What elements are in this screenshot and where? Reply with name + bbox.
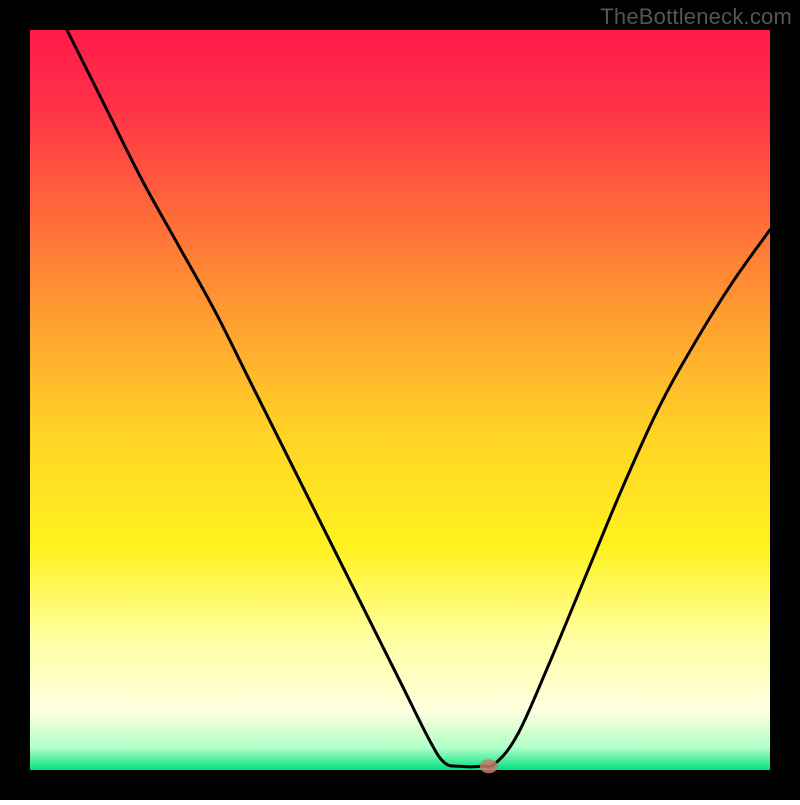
plot-background [30, 30, 770, 770]
bottleneck-chart: TheBottleneck.com [0, 0, 800, 800]
watermark-text: TheBottleneck.com [600, 4, 792, 30]
chart-svg [0, 0, 800, 800]
optimal-marker [480, 759, 498, 773]
